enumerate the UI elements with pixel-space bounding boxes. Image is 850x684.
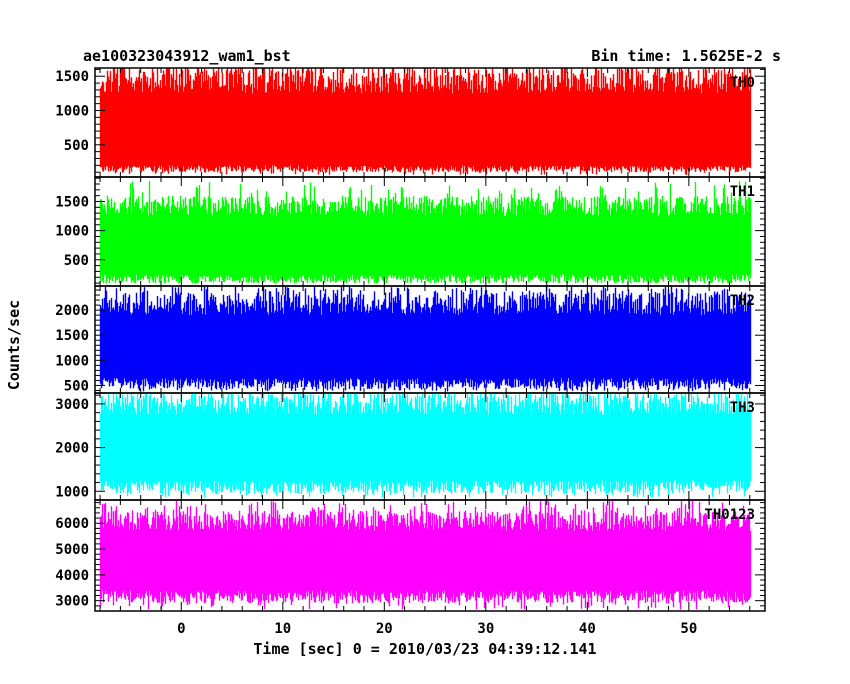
panel-frame [94, 499, 766, 612]
y-tick-label: 5000 [55, 542, 89, 558]
y-tick-label: 3000 [55, 594, 89, 610]
panel-label: TH2 [730, 293, 755, 309]
x-tick-label: 30 [477, 621, 494, 637]
y-tick-label: 2000 [55, 441, 89, 457]
y-tick-label: 1500 [55, 328, 89, 344]
panel-label: TH0 [730, 75, 755, 91]
figure-title: ae100323043912_wam1_bst [83, 47, 291, 65]
y-tick-label: 500 [64, 378, 89, 394]
y-tick-label: 2000 [55, 303, 89, 319]
y-tick-label: 4000 [55, 568, 89, 584]
panel-th1: 500 1000 1500 TH1 [55, 176, 766, 287]
y-tick-label: 1000 [55, 104, 89, 120]
y-tick-label: 1000 [55, 484, 89, 500]
y-tick-label: 3000 [55, 397, 89, 413]
y-axis-title: Counts/sec [5, 300, 23, 390]
series-th0123 [99, 500, 752, 610]
y-tick-label: 1000 [55, 224, 89, 240]
panel-label: TH0123 [704, 507, 755, 523]
y-tick-label: 1500 [55, 194, 89, 210]
y-tick-label: 500 [64, 138, 89, 154]
x-axis-title: Time [sec] 0 = 2010/03/23 04:39:12.141 [253, 640, 596, 658]
series-th1 [99, 181, 752, 284]
y-tick-label: 500 [64, 253, 89, 269]
x-tick-label: 20 [376, 621, 393, 637]
series-th3 [99, 393, 752, 498]
x-tick-label: 50 [680, 621, 697, 637]
y-tick-label: 6000 [55, 516, 89, 532]
series-th0 [99, 68, 752, 175]
panel-th0: 500 1000 1500 TH0 [55, 67, 766, 178]
y-tick-label: 1500 [55, 69, 89, 85]
y-tick-label: 1000 [55, 353, 89, 369]
x-tick-label: 0 [177, 621, 185, 637]
panel-label: TH3 [730, 400, 755, 416]
x-tick-label: 10 [274, 621, 291, 637]
panel-label: TH1 [730, 184, 755, 200]
panel-th2: 500 1000 1500 2000 TH2 [55, 285, 766, 394]
x-tick-label: 40 [579, 621, 596, 637]
series-th2 [99, 286, 752, 392]
panel-th3: 1000 2000 3000 TH3 [55, 392, 766, 501]
bin-time-label: Bin time: 1.5625E-2 s [591, 47, 781, 65]
panel-th0123: 3000 4000 5000 6000 TH0123 [55, 499, 766, 612]
